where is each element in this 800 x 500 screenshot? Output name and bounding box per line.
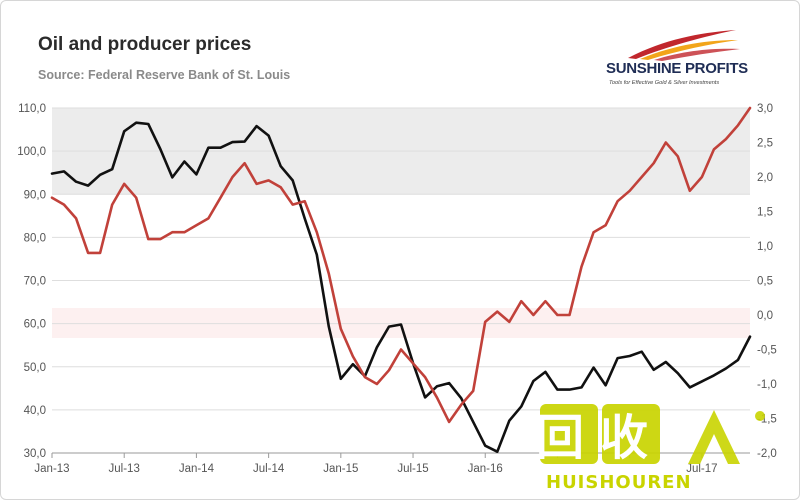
x-axis-labels: Jan-13 Jul-13 Jan-14 Jul-14 Jan-15 Jul-15 Jan-… (34, 452, 750, 475)
left-tick-label: 50,0 (24, 362, 46, 374)
watermark-person-dot (755, 411, 765, 421)
series-lines (50, 106, 752, 453)
left-tick-label: 70,0 (24, 276, 46, 288)
right-tick-label: 3,0 (757, 103, 773, 115)
logo-wordmark: SUNSHINE PROFITS (606, 60, 748, 77)
left-tick-label: 80,0 (24, 232, 46, 244)
left-tick-label: 100,0 (17, 146, 46, 158)
series-line-right-axis (50, 106, 752, 424)
watermark: 回收 HUISHOUREN (536, 400, 766, 496)
right-tick-label: 2,5 (757, 138, 773, 150)
right-tick-label: -0,5 (757, 345, 777, 357)
chart-title: Oil and producer prices (38, 34, 252, 55)
watermark-glyphs: 回收 (538, 410, 664, 466)
left-tick-label: 30,0 (24, 448, 46, 460)
left-tick-label: 60,0 (24, 319, 46, 331)
x-tick-label: Jul-17 (686, 463, 717, 475)
x-tick-label: Jan-16 (468, 463, 503, 475)
x-tick-label: Jan-15 (323, 463, 358, 475)
sunshine-profits-logo: SUNSHINE PROFITS Tools for Effective Gol… (606, 28, 766, 96)
x-tick-label: Jul-14 (253, 463, 285, 475)
chart-subtitle: Source: Federal Reserve Bank of St. Loui… (38, 68, 291, 82)
left-tick-label: 90,0 (24, 189, 46, 201)
right-tick-label: -1,0 (757, 379, 777, 391)
left-tick-label: 40,0 (24, 405, 46, 417)
x-tick-label: Jul-13 (109, 463, 140, 475)
right-tick-label: 1,0 (757, 241, 773, 253)
sun-rays-icon (628, 30, 740, 61)
right-tick-label: 0,0 (757, 310, 773, 322)
x-tick-label: Jan-14 (179, 463, 215, 475)
series-line-left-axis (50, 121, 752, 453)
watermark-glyph-box-1 (540, 404, 598, 464)
right-tick-label: 0,5 (757, 276, 773, 288)
logo-tagline: Tools for Effective Gold & Silver Invest… (609, 80, 720, 86)
right-tick-label: 1,5 (757, 207, 773, 219)
right-tick-label: 2,0 (757, 172, 773, 184)
watermark-text: HUISHOUREN (546, 472, 692, 493)
left-tick-label: 110,0 (18, 103, 46, 115)
plot-band-pink (52, 308, 750, 338)
watermark-glyph-box-2 (602, 404, 660, 464)
right-tick-label: -2,0 (757, 448, 777, 460)
watermark-person-icon (688, 410, 740, 464)
left-axis-labels: 30,0 40,0 50,0 60,0 70,0 80,0 90,0 100,0 110,0 (17, 103, 46, 460)
x-tick-label: Jan-13 (34, 463, 69, 475)
x-tick-label: Jul-15 (397, 463, 428, 475)
